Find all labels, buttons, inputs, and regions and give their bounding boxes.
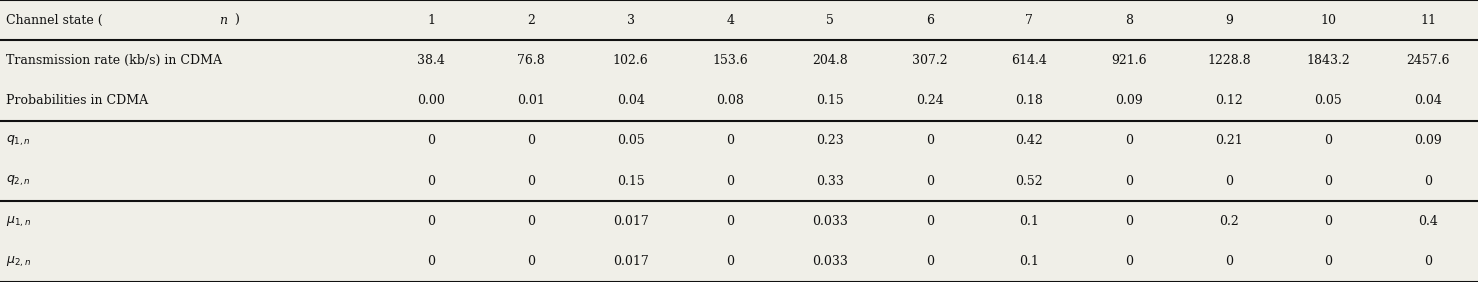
Text: 0: 0	[925, 135, 934, 147]
Text: 0: 0	[1324, 215, 1333, 228]
Text: 0.08: 0.08	[717, 94, 745, 107]
Text: 0: 0	[427, 175, 435, 188]
Text: 307.2: 307.2	[912, 54, 947, 67]
Text: 0: 0	[726, 215, 735, 228]
Text: 0.23: 0.23	[816, 135, 844, 147]
Text: Probabilities in CDMA: Probabilities in CDMA	[6, 94, 148, 107]
Text: 1228.8: 1228.8	[1208, 54, 1250, 67]
Text: 0: 0	[726, 255, 735, 268]
Text: 0.04: 0.04	[616, 94, 644, 107]
Text: 0: 0	[1425, 175, 1432, 188]
Text: $\mu_{1,n}$: $\mu_{1,n}$	[6, 215, 31, 229]
Text: 0.33: 0.33	[816, 175, 844, 188]
Text: 0.01: 0.01	[517, 94, 545, 107]
Text: 2: 2	[528, 14, 535, 27]
Text: 0.1: 0.1	[1020, 255, 1039, 268]
Text: 0: 0	[1125, 255, 1134, 268]
Text: 0: 0	[526, 135, 535, 147]
Text: 0: 0	[1125, 175, 1134, 188]
Text: 0: 0	[1225, 175, 1233, 188]
Text: 0.05: 0.05	[1314, 94, 1342, 107]
Text: Transmission rate (kb/s) in CDMA: Transmission rate (kb/s) in CDMA	[6, 54, 222, 67]
Text: 9: 9	[1225, 14, 1233, 27]
Text: 0.2: 0.2	[1219, 215, 1239, 228]
Text: Channel state (: Channel state (	[6, 14, 102, 27]
Text: 4: 4	[726, 14, 735, 27]
Text: 1: 1	[427, 14, 435, 27]
Text: 153.6: 153.6	[712, 54, 748, 67]
Text: 0: 0	[1125, 215, 1134, 228]
Text: 0: 0	[427, 135, 435, 147]
Text: 11: 11	[1420, 14, 1437, 27]
Text: ): )	[234, 14, 239, 27]
Text: 0.09: 0.09	[1414, 135, 1443, 147]
Text: 3: 3	[627, 14, 634, 27]
Text: 0: 0	[427, 215, 435, 228]
Text: 0: 0	[726, 135, 735, 147]
Text: 10: 10	[1320, 14, 1336, 27]
Text: 0.4: 0.4	[1419, 215, 1438, 228]
Text: $q_{1,n}$: $q_{1,n}$	[6, 134, 31, 148]
Text: 0.15: 0.15	[816, 94, 844, 107]
Text: 6: 6	[925, 14, 934, 27]
Text: 8: 8	[1125, 14, 1134, 27]
Text: 0: 0	[726, 175, 735, 188]
Text: 614.4: 614.4	[1011, 54, 1048, 67]
Text: 0: 0	[427, 255, 435, 268]
Text: 0: 0	[1425, 255, 1432, 268]
Text: 0: 0	[925, 255, 934, 268]
Text: 0.00: 0.00	[417, 94, 445, 107]
Text: 0.05: 0.05	[616, 135, 644, 147]
Text: 0: 0	[526, 215, 535, 228]
Text: 76.8: 76.8	[517, 54, 545, 67]
Text: 0: 0	[925, 215, 934, 228]
Text: 0.24: 0.24	[916, 94, 943, 107]
Text: 921.6: 921.6	[1111, 54, 1147, 67]
Text: 0.09: 0.09	[1116, 94, 1142, 107]
Text: 0: 0	[1324, 255, 1333, 268]
Text: 102.6: 102.6	[613, 54, 649, 67]
Text: 0.017: 0.017	[613, 215, 649, 228]
Text: 0.017: 0.017	[613, 255, 649, 268]
Text: 0.04: 0.04	[1414, 94, 1443, 107]
Text: 0: 0	[1324, 175, 1333, 188]
Text: 0: 0	[925, 175, 934, 188]
Text: 5: 5	[826, 14, 834, 27]
Text: 0.21: 0.21	[1215, 135, 1243, 147]
Text: 0.18: 0.18	[1015, 94, 1043, 107]
Text: 0: 0	[1324, 135, 1333, 147]
Text: n: n	[219, 14, 228, 27]
Text: 0.15: 0.15	[616, 175, 644, 188]
Text: 0: 0	[1125, 135, 1134, 147]
Text: $\mu_{2,n}$: $\mu_{2,n}$	[6, 255, 31, 269]
Text: 0.1: 0.1	[1020, 215, 1039, 228]
Text: 0: 0	[1225, 255, 1233, 268]
Text: 0.033: 0.033	[811, 215, 848, 228]
Text: 0.52: 0.52	[1015, 175, 1043, 188]
Text: 0.033: 0.033	[811, 255, 848, 268]
Text: 0: 0	[526, 175, 535, 188]
Text: 0: 0	[526, 255, 535, 268]
Text: 1843.2: 1843.2	[1307, 54, 1351, 67]
Text: 0.12: 0.12	[1215, 94, 1243, 107]
Text: 7: 7	[1026, 14, 1033, 27]
Text: 0.42: 0.42	[1015, 135, 1043, 147]
Text: 2457.6: 2457.6	[1407, 54, 1450, 67]
Text: 204.8: 204.8	[811, 54, 848, 67]
Text: $q_{2,n}$: $q_{2,n}$	[6, 174, 31, 188]
Text: 38.4: 38.4	[417, 54, 445, 67]
